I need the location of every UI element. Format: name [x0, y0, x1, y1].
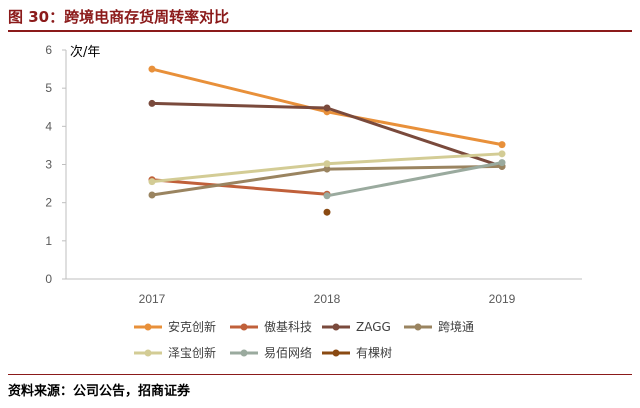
source-note: 资料来源：公司公告，招商证券	[8, 384, 191, 399]
legend-swatch-marker	[144, 349, 152, 357]
y-tick-label: 1	[45, 234, 52, 248]
data-point	[498, 141, 506, 149]
series-1	[148, 65, 506, 149]
figure-title: 图 30：跨境电商存货周转率对比	[8, 8, 230, 26]
legend-label: 有棵树	[356, 345, 392, 360]
title-divider	[8, 30, 632, 32]
legend-swatch-marker	[144, 323, 152, 331]
legend-item: 泽宝创新	[134, 345, 216, 360]
y-tick-label: 2	[45, 196, 52, 210]
series-7	[323, 208, 331, 216]
y-tick-label: 3	[45, 158, 52, 172]
data-point	[323, 104, 331, 112]
data-point	[148, 99, 156, 107]
y-axis-unit-label: 次/年	[70, 44, 100, 60]
legend-item: ZAGG	[322, 320, 391, 334]
data-point	[323, 160, 331, 168]
legend-label: 跨境通	[438, 319, 474, 334]
data-point	[148, 191, 156, 199]
x-tick-label: 2019	[489, 292, 516, 306]
legend-label: ZAGG	[356, 320, 391, 334]
y-tick-label: 4	[45, 119, 52, 133]
x-tick-label: 2017	[139, 292, 166, 306]
y-tick-label: 0	[45, 272, 52, 286]
legend-label: 安克创新	[168, 319, 216, 334]
data-point	[323, 208, 331, 216]
legend-label: 泽宝创新	[168, 345, 216, 360]
data-point	[148, 65, 156, 73]
series-group	[148, 65, 506, 216]
legend-swatch-marker	[240, 323, 248, 331]
series-line	[151, 178, 328, 196]
legend-swatch-marker	[240, 349, 248, 357]
legend-label: 傲基科技	[264, 319, 312, 334]
legend-swatch-marker	[332, 349, 340, 357]
legend-label: 易佰网络	[264, 345, 312, 360]
legend-swatch-marker	[414, 323, 422, 331]
legend-item: 易佰网络	[230, 345, 312, 360]
series-6	[323, 159, 506, 200]
legend-item: 安克创新	[134, 319, 216, 334]
data-point	[323, 192, 331, 200]
data-point	[498, 159, 506, 167]
legend-item: 傲基科技	[230, 319, 312, 334]
y-tick-label: 6	[45, 43, 52, 57]
data-point	[498, 150, 506, 158]
data-point	[323, 165, 331, 173]
legend-item: 有棵树	[322, 345, 392, 360]
legend-item: 跨境通	[404, 319, 474, 334]
chart-axes: 0 1 2 3 4 5 6 2017 2018 2019	[45, 43, 582, 306]
series-line	[326, 161, 503, 198]
source-divider	[8, 374, 632, 375]
x-tick-label: 2018	[314, 292, 341, 306]
series-5	[148, 150, 506, 186]
legend-swatch-marker	[332, 323, 340, 331]
data-point	[148, 178, 156, 186]
y-tick-label: 5	[45, 81, 52, 95]
